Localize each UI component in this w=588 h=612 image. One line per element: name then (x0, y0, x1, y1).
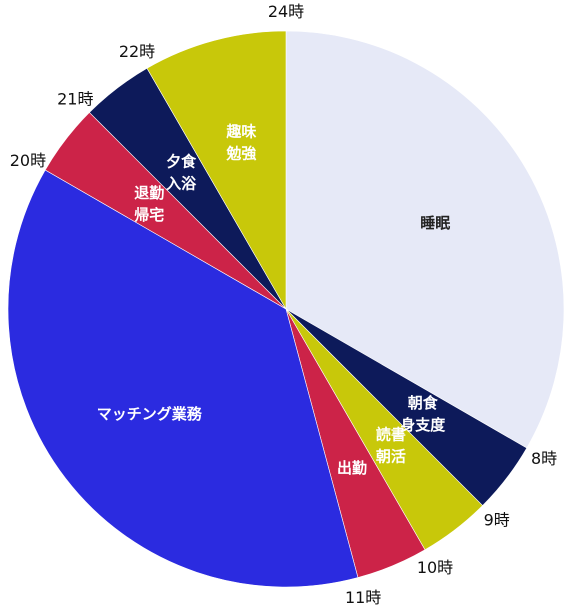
pie-hour-labels: 24時 8時 9時 10時 11時 20時 21時 22時 (10, 2, 557, 607)
pie-slice-label-0: 睡眠 (420, 214, 450, 232)
pie-slice-0 (285, 30, 565, 449)
pie-slice-label-7: 趣味勉強 (225, 123, 256, 163)
pie-slice-label-5: 退勤帰宅 (134, 184, 164, 224)
pie-slice-label-2: 読書朝活 (376, 426, 406, 466)
pie-slice-label-1: 朝食身支度 (400, 394, 446, 434)
pie-slice-label-6: 夕食入浴 (166, 152, 197, 192)
pie-hour-label-4: 11時 (345, 588, 381, 607)
pie-hour-label-6: 21時 (57, 89, 93, 108)
pie-slice-label-4: マッチング業務 (97, 405, 203, 423)
pie-slice-label-3: 出勤 (337, 459, 367, 477)
pie-slice-4 (7, 169, 359, 588)
pie-hour-label-3: 10時 (417, 558, 453, 577)
pie-hour-label-2: 9時 (484, 511, 510, 530)
pie-hour-label-1: 8時 (531, 449, 557, 468)
pie-hour-label-7: 22時 (119, 42, 155, 61)
pie-slices (7, 30, 565, 588)
pie-hour-label-0: 24時 (268, 2, 304, 21)
pie-hour-label-5: 20時 (10, 151, 46, 170)
pie-slice-7 (146, 30, 287, 311)
